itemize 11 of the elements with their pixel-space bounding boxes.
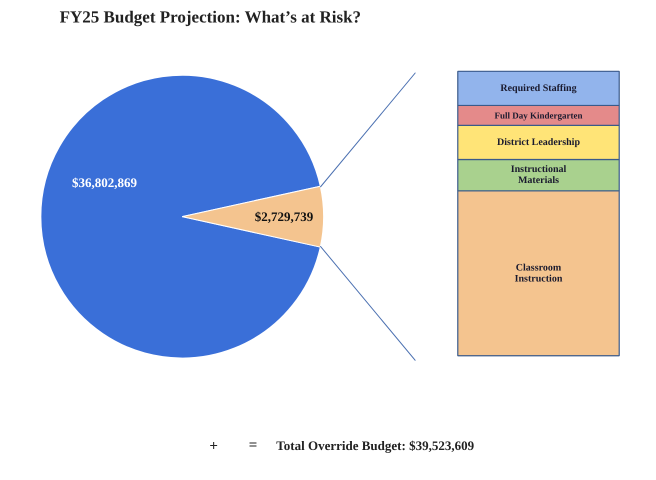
- text: +: [209, 438, 218, 454]
- series-label: District Leadership: [496, 136, 580, 148]
- series-label: Instructional Materials: [510, 164, 566, 186]
- data-label: $2,729,739: [254, 209, 314, 224]
- chart-title: FY25 Budget Projection: What’s at Risk?: [60, 8, 362, 26]
- text: =: [248, 438, 258, 454]
- text: Total Override Budget: $39,523,609: [276, 438, 475, 453]
- data-label: $36,802,869: [72, 174, 138, 190]
- series-label: Required Staffing: [500, 82, 577, 94]
- series-label: Classroom Instruction: [514, 262, 563, 284]
- series-label: Full Day Kindergarten: [494, 110, 582, 120]
